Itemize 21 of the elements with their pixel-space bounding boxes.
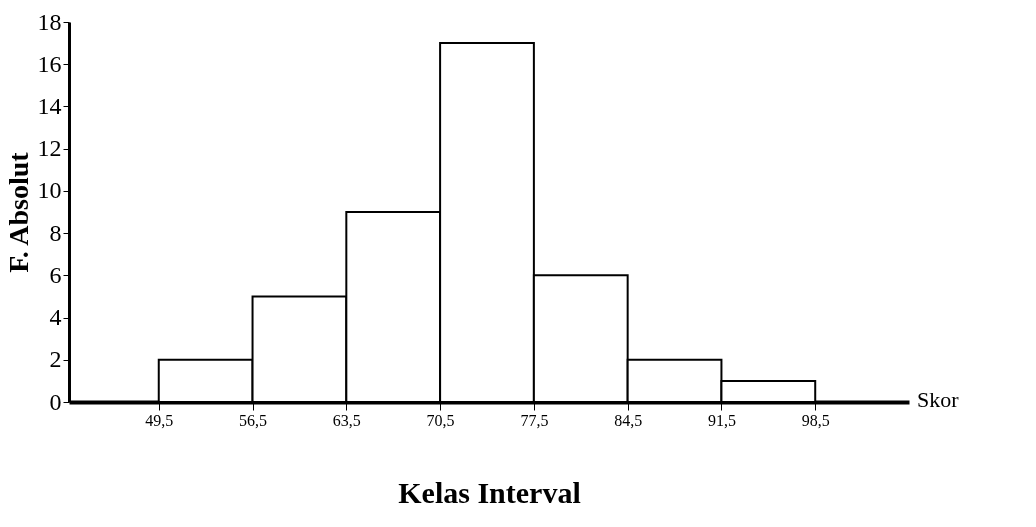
y-tick-label: 0 <box>49 388 62 415</box>
x-tick-label: 91,5 <box>707 411 736 429</box>
x-tick-label: 77,5 <box>520 411 549 429</box>
x-tick-label: 49,5 <box>145 411 174 429</box>
y-tick-label: 4 <box>49 304 62 331</box>
y-axis-title: F. Absolut <box>2 151 34 273</box>
x-axis-title: Kelas Interval <box>398 475 581 509</box>
text: Skor <box>917 387 960 412</box>
x-tick-label: 98,5 <box>801 411 830 429</box>
y-tick-label: 18 <box>37 8 62 35</box>
y-tick-label: 2 <box>49 346 62 373</box>
y-tick-label: 16 <box>37 50 62 77</box>
y-tick-label: 10 <box>37 177 62 204</box>
x-tick-label: 84,5 <box>614 411 643 429</box>
x-tick-label: 56,5 <box>239 411 268 429</box>
y-tick-label: 12 <box>37 135 62 162</box>
y-tick-label: 14 <box>37 92 62 119</box>
x-tick-label: 63,5 <box>332 411 361 429</box>
y-tick-label: 6 <box>49 261 62 288</box>
x-tick-label: 70,5 <box>426 411 455 429</box>
y-tick-label: 8 <box>49 219 62 246</box>
